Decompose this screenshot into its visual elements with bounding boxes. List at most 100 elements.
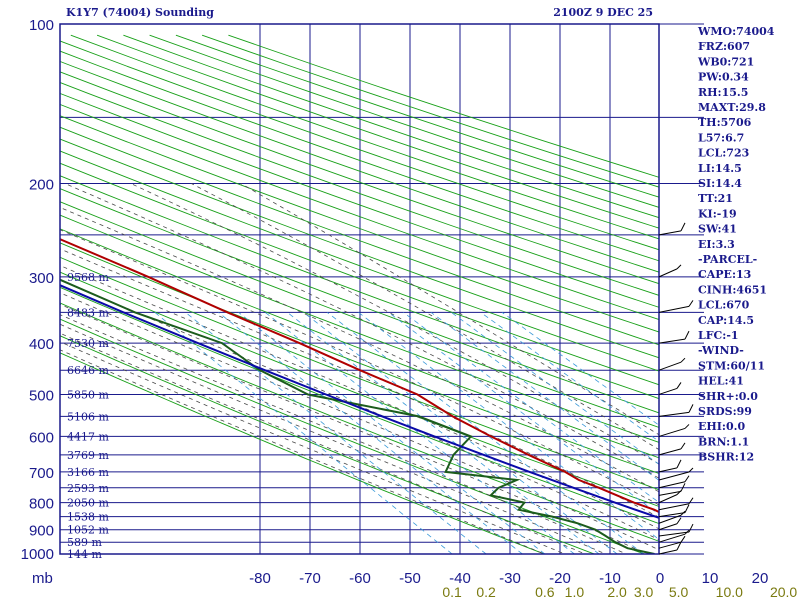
index-value: HEL:41 [698,375,744,388]
wind-barb-flag [684,424,690,429]
mixing-ratio-label: 0.1 [442,584,462,600]
wind-barb [658,471,690,481]
mixing-ratio-line-0.6 [238,312,546,554]
dry-adiabat-490 [60,40,659,251]
wind-barb-flag [684,504,690,513]
moist-adiabat--20 [60,349,546,554]
parcel-profile [60,284,659,519]
sounding-profiles [60,238,659,554]
index-value: EHI:0.0 [698,420,745,433]
temperature-tick-label: -40 [449,570,471,587]
moist-adiabat-32 [130,183,659,465]
dry-adiabat-410 [60,126,659,346]
pressure-tick-label: 300 [29,270,54,287]
wind-barb [658,305,690,313]
wind-barb-flag [680,442,686,450]
temperature-tick-label: -50 [399,570,421,587]
wind-barb [658,387,678,395]
dry-adiabat-260 [60,335,596,554]
wind-barb [658,531,690,537]
index-value: SW:41 [698,223,737,236]
index-value: BRN:1.1 [698,435,749,448]
index-value: TH:5706 [698,116,752,129]
dry-adiabat-280 [60,302,659,542]
temperature-tick-label: -30 [499,570,521,587]
dry-adiabat-380 [60,162,659,386]
wind-barb-flag [676,517,682,525]
pressure-tick-label: 100 [29,17,54,34]
wind-barb-flag [676,541,682,551]
wind-barb-flag [684,330,690,340]
mixing-ratio-label: 5.0 [669,584,689,600]
temperature-tick-label: -70 [299,570,321,587]
wind-barb [658,467,678,473]
moist-adiabat--4 [60,314,628,554]
wind-barb [658,541,682,549]
wind-barb [658,338,686,344]
index-value: CAP:14.5 [698,314,754,327]
temperature-tick-label: -10 [599,570,621,587]
moist-adiabat-16 [60,248,659,518]
wind-barb [658,361,682,371]
temperature-tick-label: 20 [752,570,769,587]
index-value: PW:0.34 [698,71,749,84]
dry-adiabat-340 [60,214,659,443]
wind-barb-flag [676,459,682,469]
mixing-ratio-label: 3.0 [634,584,654,600]
pressure-tick-label: 1000 [21,546,54,563]
mixing-ratio-line-40 [501,312,659,426]
height-label: 5850 m [67,389,109,402]
mixing-ratio-lines [154,312,659,554]
temperature-tick-label: 10 [702,570,719,587]
moist-adiabat-28 [64,183,659,479]
wind-barb [658,549,678,555]
dry-adiabat-350 [60,201,659,428]
mixing-ratio-line-20 [451,312,659,465]
height-label: 3769 m [67,449,109,462]
plot-frame [59,23,660,555]
dry-adiabat-480 [60,50,659,262]
mixing-ratio-label: 2.0 [607,584,627,600]
pressure-tick-label: 600 [29,429,54,446]
wind-barb [658,268,678,278]
temperature-tick-label: -20 [549,570,571,587]
mixing-ratio-label: 0.2 [476,584,496,600]
pressure-tick-label: 200 [29,177,54,194]
title-right: 2100Z 9 DEC 25 [553,6,653,19]
wind-barb [658,411,690,417]
dry-adiabat-370 [60,175,659,400]
title-left: K1Y7 (74004) Sounding [66,6,214,19]
wind-barb [658,523,678,531]
sounding-indices: WMO:74004 FRZ:607 WB0:721 PW:0.34 RH:15.5 MAX… [697,25,775,464]
dry-adiabat-450 [60,82,659,296]
wind-barb [658,514,682,524]
mixing-ratio-line-0.2 [185,312,487,554]
dry-adiabat-360 [60,188,659,414]
wind-barb-flag [680,222,686,232]
moist-adiabat--16 [60,341,566,554]
dry-adiabat-420 [60,115,659,333]
index-value: MAXT:29.8 [698,101,766,114]
mixing-ratio-line-15 [430,312,659,481]
dry-adiabat-270 [60,318,646,554]
height-labels: 9568 m 8483 m 7530 m 6646 m 5850 m 5106 m 4417… [67,271,109,561]
dry-adiabat-470 [60,60,659,273]
wind-barb [658,448,682,456]
pressure-tick-label: 800 [29,496,54,513]
height-label: 589 m [67,536,102,549]
mixing-ratio-line-2 [303,312,618,554]
wind-barb [658,427,686,437]
index-value: CAPE:13 [698,268,751,281]
height-label: 1052 m [67,524,109,537]
index-value: SRDS:99 [698,405,752,418]
dry-adiabat-330 [60,228,659,459]
mixing-ratio-labels: 0.10.20.61.02.03.05.010.020.040g/kg [442,584,797,600]
dry-adiabat-310 [60,256,659,491]
height-label: 2050 m [67,497,109,510]
dry-adiabat-400 [60,138,659,359]
wind-barb-flag [684,475,690,483]
wind-barb [658,230,682,236]
mixing-ratio-line-5 [358,312,659,540]
temperature-tick-label: -60 [349,570,371,587]
